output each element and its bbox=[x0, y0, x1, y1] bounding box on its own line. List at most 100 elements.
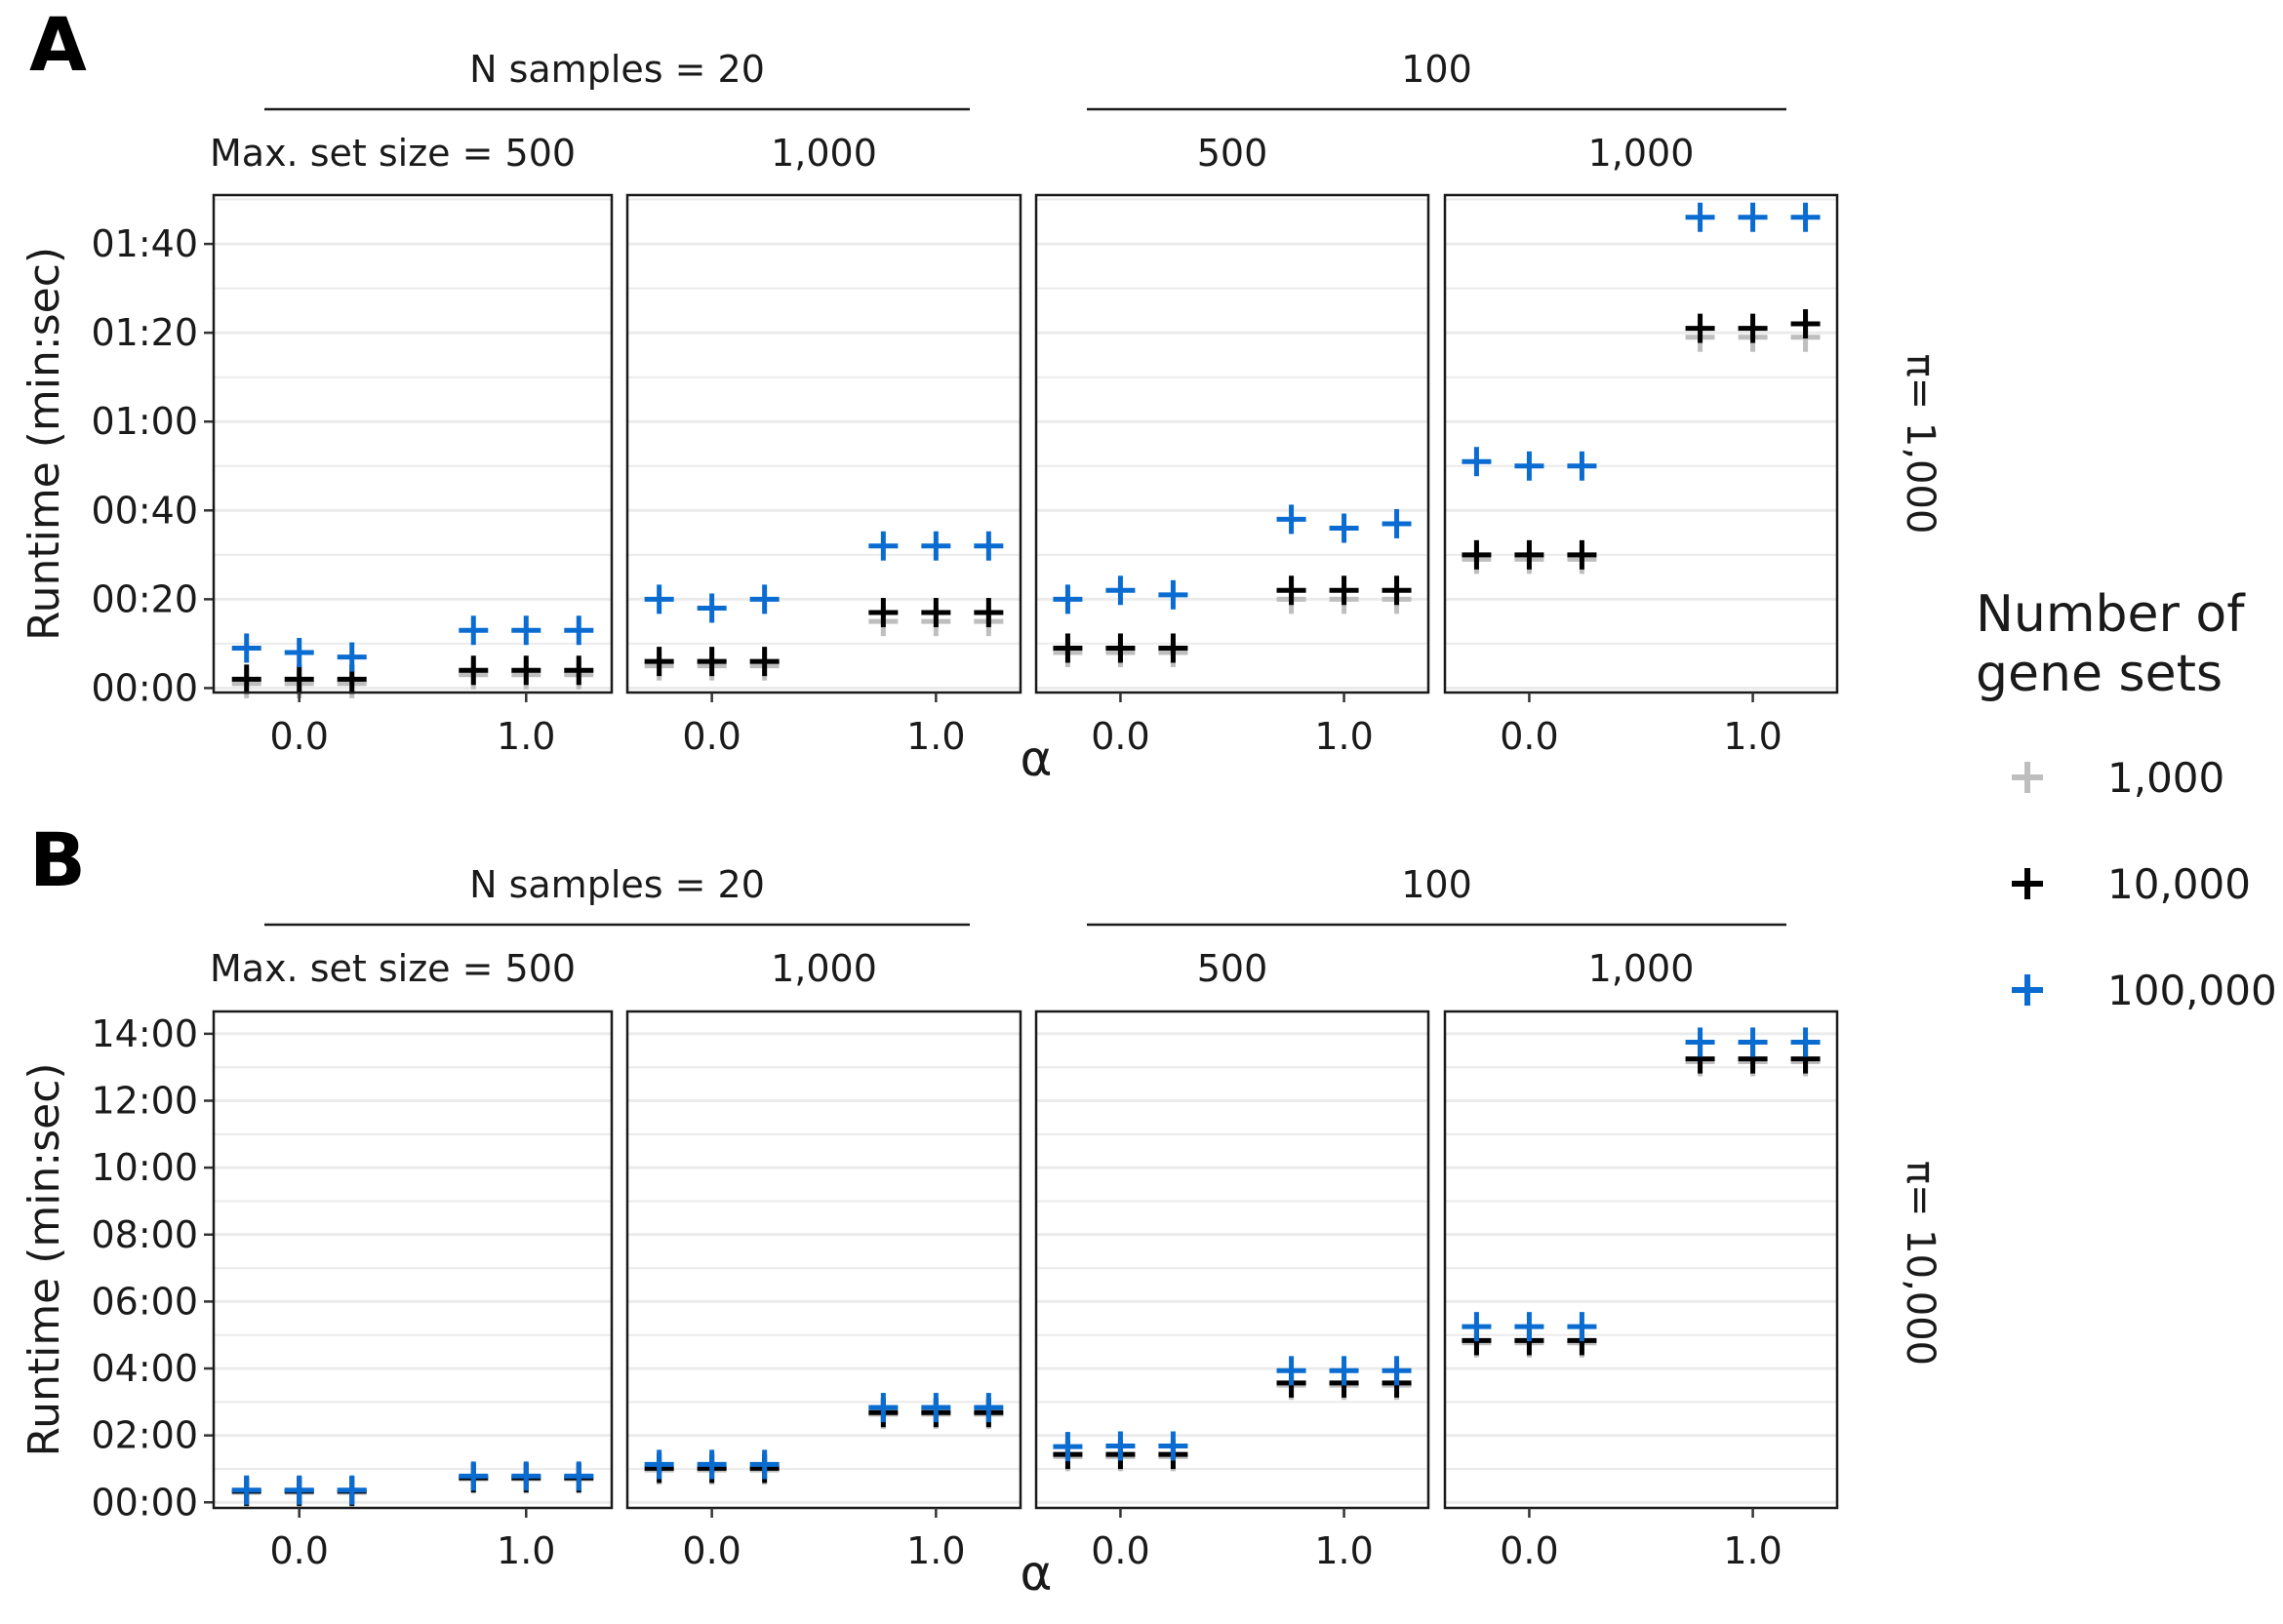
data-point-10000 bbox=[284, 664, 314, 694]
data-point-100000 bbox=[459, 615, 489, 646]
y-tick-label: 08:00 bbox=[91, 1213, 198, 1256]
y-tick-label: 02:00 bbox=[91, 1414, 198, 1457]
chart-row-B: B N samples = 20 100 Runtime (min:sec) 00:00… bbox=[20, 816, 1943, 1602]
data-point-100000 bbox=[511, 1461, 541, 1491]
data-point-100000 bbox=[1105, 1431, 1136, 1461]
y-tick-label: 00:00 bbox=[91, 666, 198, 709]
data-point-10000 bbox=[868, 598, 899, 628]
data-point-10000 bbox=[697, 647, 727, 677]
data-point-10000 bbox=[564, 655, 594, 686]
x-tick-label: 0.0 bbox=[682, 1529, 741, 1572]
y-axis-title: Runtime (min:sec) bbox=[20, 1062, 69, 1456]
data-point-100000 bbox=[1514, 1312, 1544, 1342]
x-tick-label: 0.0 bbox=[682, 715, 741, 758]
top-strip-label: 100 bbox=[1401, 863, 1472, 906]
data-point-100000 bbox=[1790, 202, 1821, 232]
data-point-10000 bbox=[511, 655, 541, 686]
data-point-10000 bbox=[1276, 575, 1306, 606]
panel-border bbox=[1443, 1010, 1839, 1510]
data-point-10000 bbox=[1738, 313, 1768, 343]
data-point-100000 bbox=[1329, 1356, 1359, 1386]
data-point-100000 bbox=[749, 584, 780, 614]
data-point-10000 bbox=[644, 647, 674, 677]
data-point-10000 bbox=[1329, 575, 1359, 606]
data-point-100000 bbox=[459, 1461, 489, 1491]
facet-strip-label: Max. set size = 500 bbox=[210, 947, 576, 990]
data-point-100000 bbox=[868, 1393, 899, 1423]
data-point-100000 bbox=[1790, 1027, 1821, 1057]
data-point-100000 bbox=[1158, 1431, 1188, 1461]
facet-panel: Max. set size = 500 0.0 1.0 bbox=[210, 132, 614, 758]
data-point-100000 bbox=[284, 1475, 314, 1505]
chart-row-A: A N samples = 20 100 Runtime (min:sec) 00:00… bbox=[20, 1, 1943, 787]
data-point-100000 bbox=[1738, 1027, 1768, 1057]
x-tick-label: 1.0 bbox=[497, 1529, 555, 1572]
legend-label: 10,000 bbox=[2107, 860, 2251, 908]
data-point-100000 bbox=[697, 593, 727, 623]
data-point-100000 bbox=[868, 531, 899, 561]
y-tick-label: 00:00 bbox=[91, 1481, 198, 1524]
data-point-100000 bbox=[1276, 504, 1306, 535]
data-point-100000 bbox=[1105, 575, 1136, 606]
data-point-100000 bbox=[564, 1461, 594, 1491]
x-tick-label: 0.0 bbox=[1091, 715, 1149, 758]
facet-panel: 500 0.0 1.0 bbox=[1034, 947, 1430, 1572]
data-point-100000 bbox=[1053, 1432, 1083, 1462]
data-point-10000 bbox=[1158, 633, 1188, 663]
x-tick-label: 0.0 bbox=[1091, 1529, 1149, 1572]
x-tick-label: 0.0 bbox=[1500, 715, 1558, 758]
panel-border bbox=[1034, 193, 1430, 694]
data-point-100000 bbox=[974, 1393, 1004, 1423]
legend-label: 100,000 bbox=[2107, 967, 2277, 1014]
data-point-100000 bbox=[1053, 584, 1083, 614]
facet-strip-label: Max. set size = 500 bbox=[210, 132, 576, 175]
data-point-10000 bbox=[974, 598, 1004, 628]
y-tick-label: 04:00 bbox=[91, 1347, 198, 1390]
data-point-100000 bbox=[921, 1393, 951, 1423]
x-axis-title: α bbox=[1021, 1545, 1053, 1602]
data-point-100000 bbox=[1382, 508, 1412, 538]
y-tick-label: 01:20 bbox=[91, 311, 198, 354]
panel-letter: A bbox=[29, 1, 87, 88]
row-strip-label: π= 1,000 bbox=[1898, 354, 1943, 535]
x-tick-label: 0.0 bbox=[270, 1529, 329, 1572]
legend-key-100000 bbox=[2012, 974, 2043, 1006]
data-point-10000 bbox=[1567, 539, 1597, 570]
x-tick-label: 1.0 bbox=[906, 715, 965, 758]
y-axis-title: Runtime (min:sec) bbox=[20, 247, 69, 641]
data-point-100000 bbox=[974, 531, 1004, 561]
data-point-10000 bbox=[1462, 539, 1492, 570]
data-point-100000 bbox=[1382, 1356, 1412, 1386]
data-point-100000 bbox=[1158, 579, 1188, 610]
data-point-100000 bbox=[511, 615, 541, 646]
data-point-100000 bbox=[1567, 451, 1597, 481]
x-tick-label: 1.0 bbox=[906, 1529, 965, 1572]
data-point-100000 bbox=[231, 633, 261, 663]
data-point-10000 bbox=[1105, 633, 1136, 663]
panel-border bbox=[1443, 193, 1839, 694]
data-point-100000 bbox=[1514, 451, 1544, 481]
x-tick-label: 1.0 bbox=[1314, 715, 1373, 758]
top-strip-label: N samples = 20 bbox=[469, 48, 765, 91]
facet-panel: 1,000 0.0 1.0 bbox=[1443, 947, 1839, 1572]
data-point-10000 bbox=[749, 647, 780, 677]
row-strip-label: π= 10,000 bbox=[1898, 1161, 1943, 1366]
data-point-100000 bbox=[1329, 513, 1359, 543]
facet-panel: Max. set size = 500 0.0 1.0 bbox=[210, 947, 614, 1572]
y-tick-label: 14:00 bbox=[91, 1012, 198, 1055]
data-point-100000 bbox=[337, 1475, 367, 1505]
x-tick-label: 1.0 bbox=[1723, 1529, 1782, 1572]
data-point-100000 bbox=[1567, 1312, 1597, 1342]
legend-title-line2: gene sets bbox=[1976, 645, 2223, 703]
data-point-100000 bbox=[1685, 1027, 1715, 1057]
data-point-100000 bbox=[921, 531, 951, 561]
x-tick-label: 1.0 bbox=[1314, 1529, 1373, 1572]
x-tick-label: 1.0 bbox=[497, 715, 555, 758]
panel-border bbox=[625, 1010, 1022, 1510]
legend-title-line1: Number of bbox=[1976, 585, 2246, 644]
facet-strip-label: 1,000 bbox=[771, 947, 877, 990]
data-point-100000 bbox=[749, 1449, 780, 1480]
x-tick-label: 1.0 bbox=[1723, 715, 1782, 758]
facet-strip-label: 1,000 bbox=[771, 132, 877, 175]
